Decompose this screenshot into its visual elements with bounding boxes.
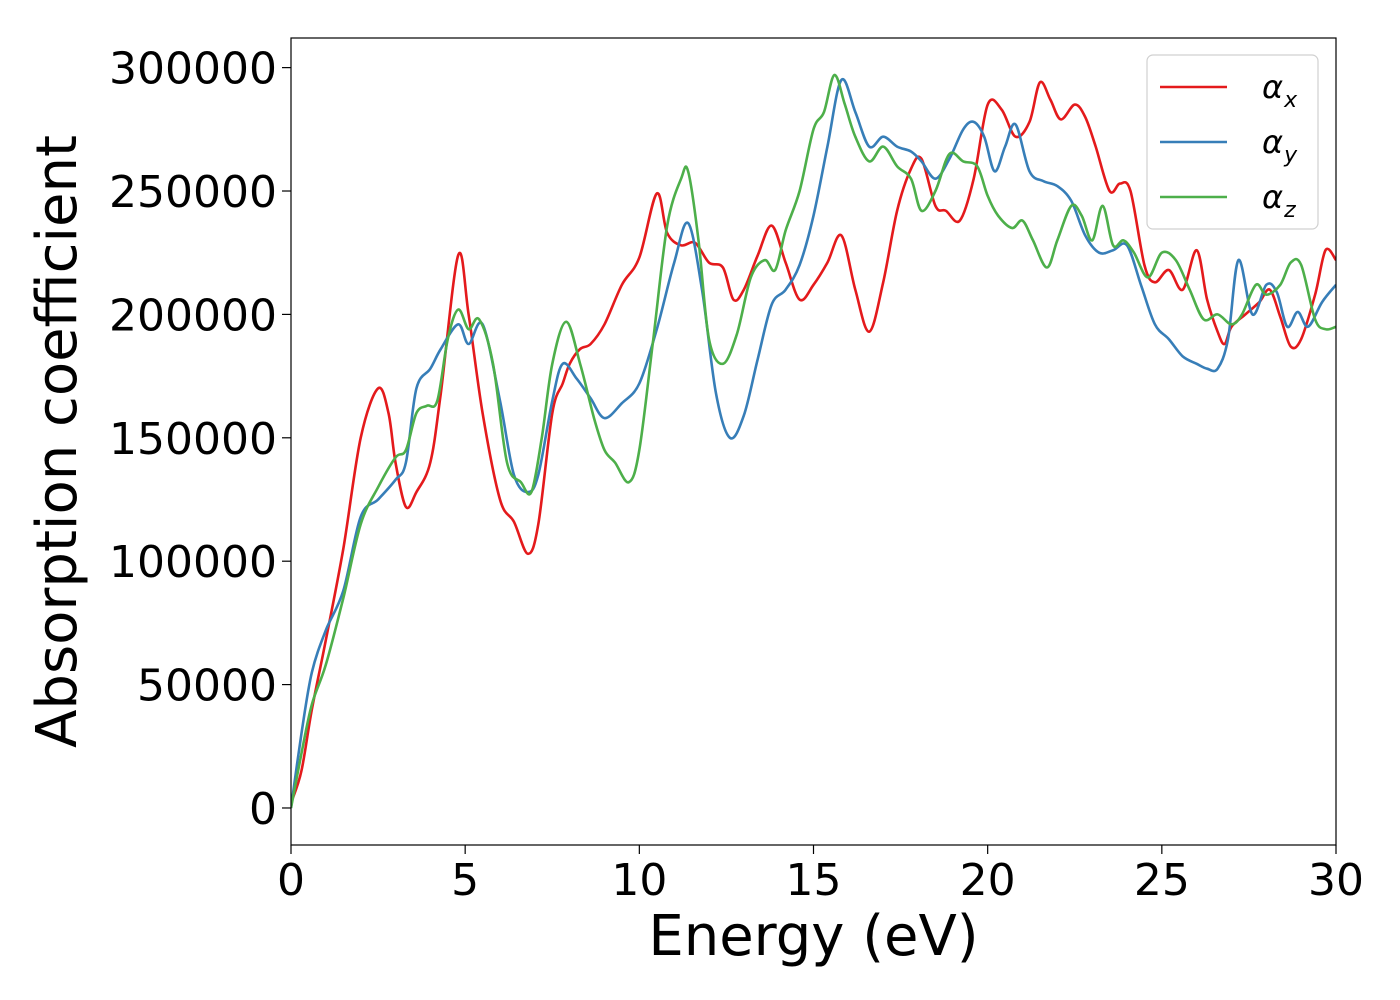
legend-label-alpha-x: αx <box>1262 68 1298 113</box>
series-line-alpha-x <box>291 80 1336 804</box>
y-axis-ticks: 0 50000 100000 150000 200000 250000 300000 <box>109 44 291 835</box>
legend-label-alpha-z: αz <box>1262 178 1296 223</box>
y-axis-label: Absorption coefficient <box>25 135 90 748</box>
x-axis-ticks: 0 5 10 15 20 25 30 <box>277 845 1364 906</box>
x-axis-label: Energy (eV) <box>648 904 978 969</box>
y-tick-label: 300000 <box>109 44 277 95</box>
x-tick-label: 15 <box>786 855 842 906</box>
legend: αx αy αz <box>1146 54 1319 230</box>
x-tick-label: 25 <box>1134 855 1190 906</box>
y-tick-label: 100000 <box>109 537 277 588</box>
x-tick-label: 0 <box>277 855 305 906</box>
y-tick-label: 50000 <box>137 661 277 712</box>
series-line-alpha-y <box>291 77 1336 809</box>
x-tick-label: 5 <box>451 855 479 906</box>
y-tick-label: 150000 <box>109 414 277 465</box>
x-tick-label: 20 <box>960 855 1016 906</box>
legend-box <box>1146 54 1319 230</box>
legend-label-alpha-y: αy <box>1262 123 1298 168</box>
x-tick-label: 10 <box>611 855 667 906</box>
y-tick-label: 250000 <box>109 167 277 218</box>
series-line-alpha-z <box>291 73 1336 809</box>
y-tick-label: 0 <box>249 784 277 835</box>
y-tick-label: 200000 <box>109 290 277 341</box>
x-tick-label: 30 <box>1308 855 1364 906</box>
series-layer <box>291 73 1336 809</box>
